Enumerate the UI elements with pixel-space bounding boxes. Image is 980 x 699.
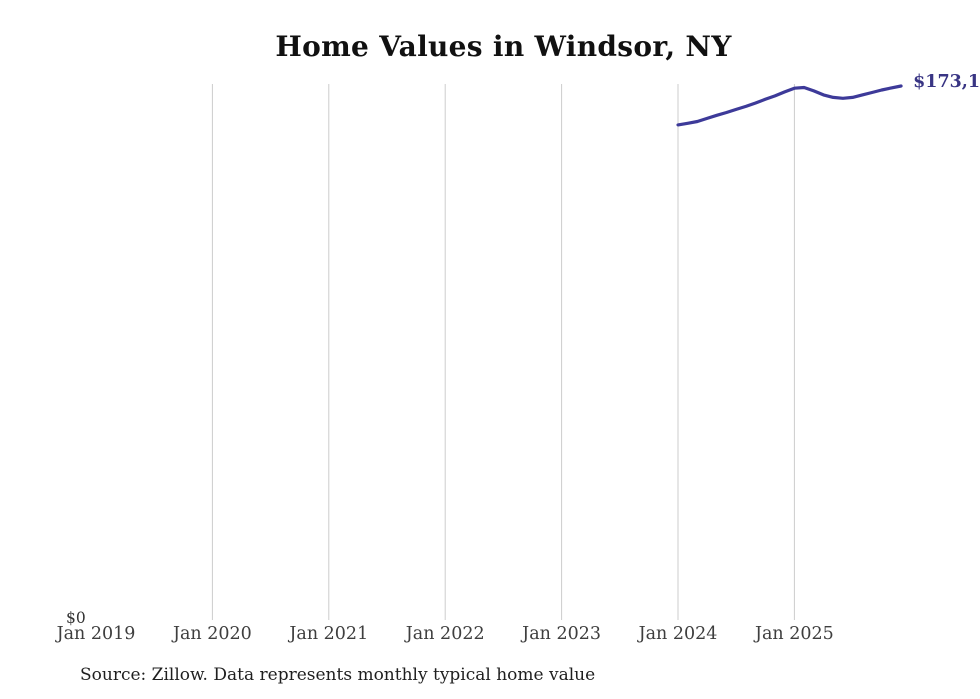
source-note: Source: Zillow. Data represents monthly …	[80, 665, 596, 685]
x-axis-tick-label: Jan 2022	[405, 624, 485, 644]
x-axis-tick-label: Jan 2024	[638, 624, 718, 644]
latest-value-label: $173,100	[913, 72, 980, 92]
x-axis-tick-label: Jan 2025	[754, 624, 834, 644]
x-axis-tick-label: Jan 2020	[172, 624, 252, 644]
chart-title: Home Values in Windsor, NY	[275, 30, 732, 63]
x-axis-tick-label: Jan 2021	[289, 624, 369, 644]
home-value-line	[676, 84, 903, 127]
x-axis-tick-label: Jan 2023	[522, 624, 602, 644]
x-axis-tick-label: Jan 2019	[56, 624, 136, 644]
y-axis-zero-label: $0	[66, 609, 86, 627]
